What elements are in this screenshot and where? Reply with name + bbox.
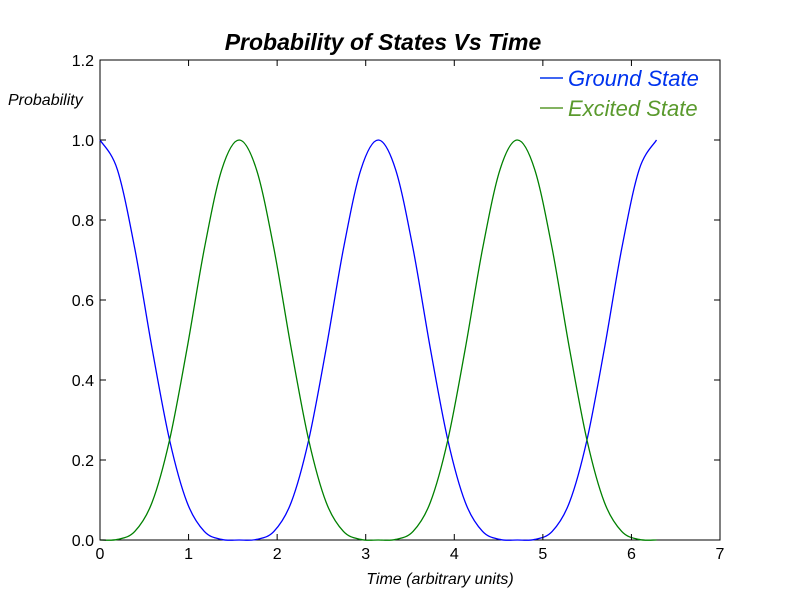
legend-label-excited-state: Excited State xyxy=(568,96,698,121)
series-line-ground-state xyxy=(99,139,658,541)
tick-layer: 0 1 2 3 4 5 6 7 0.0 0.2 0.4 0.6 0.8 1.0 1.2 xyxy=(72,53,725,563)
chart-title: Probability of States Vs Time xyxy=(225,29,542,55)
plot-area: 0 1 2 3 4 5 6 7 0.0 0.2 0.4 0.6 0.8 1.0 1.2 xyxy=(72,53,725,563)
y-tick-label: 0.4 xyxy=(72,373,94,390)
series-layer xyxy=(99,139,658,541)
legend: Ground State Excited State xyxy=(540,66,699,121)
y-tick-label: 1.2 xyxy=(72,53,94,70)
y-axis-label: Probability xyxy=(8,92,84,109)
x-tick-label: 7 xyxy=(716,546,725,563)
y-tick-label: 0.2 xyxy=(72,453,94,470)
x-tick-label: 6 xyxy=(627,546,636,563)
y-tick-label: 0.6 xyxy=(72,293,94,310)
x-tick-label: 4 xyxy=(450,546,459,563)
legend-item-excited-state: Excited State xyxy=(540,96,698,121)
x-tick-label: 0 xyxy=(96,546,105,563)
x-tick-label: 3 xyxy=(361,546,370,563)
y-tick-label: 0.0 xyxy=(72,533,94,550)
x-tick-label: 5 xyxy=(538,546,547,563)
x-axis-label: Time (arbitrary units) xyxy=(366,571,513,588)
legend-label-ground-state: Ground State xyxy=(568,66,699,91)
x-tick-label: 1 xyxy=(184,546,193,563)
x-tick-label: 2 xyxy=(273,546,282,563)
y-tick-label: 1.0 xyxy=(72,133,94,150)
plot-frame xyxy=(99,59,721,541)
y-tick-label: 0.8 xyxy=(72,213,94,230)
series-line-excited-state xyxy=(99,139,657,541)
legend-item-ground-state: Ground State xyxy=(540,66,699,91)
